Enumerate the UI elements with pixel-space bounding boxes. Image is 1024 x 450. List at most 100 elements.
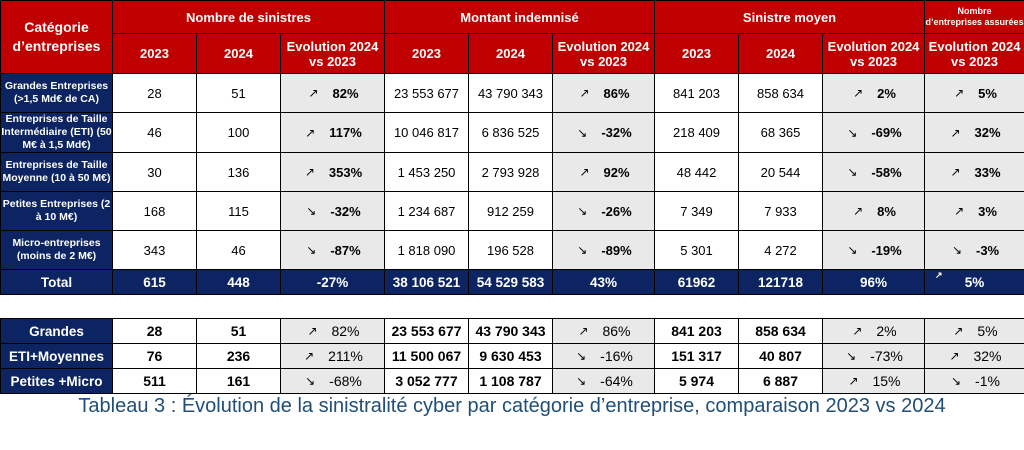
claims-count-header: Nombre de sinistres (112, 0, 385, 34)
trend-arrow-icon: ↗ (304, 349, 315, 363)
summary-row: ETI+Moyennes 76 236 ↗ 211% 11 500 067 9 630 45… (0, 343, 1024, 369)
evolution-cell: ↘ -89% (551, 230, 656, 270)
count-2024-cell: 51 (196, 318, 281, 344)
total-row: Total 615 448 -27% 38 106 521 54 529 583 43% 61… (0, 269, 1024, 295)
evolution-value: 86% (603, 85, 630, 101)
amount-2024-cell: 2 793 928 (468, 152, 553, 192)
amount-2023-cell: 1 818 090 (384, 230, 469, 270)
evolution-cell: ↗ 353% (280, 152, 385, 192)
evolution-value: -68% (329, 373, 362, 389)
evolution-cell: ↗ 92% (551, 152, 656, 192)
evolution-cell: ↗ 2% (822, 73, 926, 113)
amount-2023-cell: 3 052 777 (384, 368, 469, 394)
indemnity-amount-header: Montant indemnisé (383, 0, 656, 34)
trend-arrow-icon: ↗ (307, 324, 318, 338)
evolution-cell: ↘ -64% (552, 368, 655, 394)
trend-arrow-icon: ↘ (951, 374, 962, 388)
evolution-value: -1% (975, 373, 1000, 389)
evolution-value: 86% (602, 323, 631, 339)
category-cell: Micro-entreprises (moins de 2 M€) (0, 230, 113, 270)
evolution-header: Evolution 2024 vs 2023 (551, 33, 656, 74)
amount-2024-cell: 43 790 343 (468, 73, 553, 113)
category-cell: Petites Entreprises (2 à 10 M€) (0, 191, 113, 231)
evolution-cell: ↘ -1% (924, 368, 1024, 394)
trend-arrow-icon: ↘ (577, 243, 588, 257)
trend-arrow-icon: ↗ (305, 125, 316, 140)
evolution-cell: ↗ 5% (924, 318, 1024, 344)
year-2023-header: 2023 (112, 33, 197, 74)
evolution-cell: ↘ -32% (551, 112, 656, 153)
total-avg-2023-cell: 61962 (654, 269, 740, 295)
avg-2023-cell: 841 203 (654, 318, 739, 344)
year-2024-header: 2024 (468, 33, 553, 74)
evolution-cell: ↗ 5% (924, 73, 1024, 113)
total-count-evo-cell: -27% (280, 269, 385, 295)
evolution-cell: ↗ 86% (551, 73, 656, 113)
year-2023-header: 2023 (384, 33, 469, 74)
avg-2023-cell: 48 442 (654, 152, 740, 192)
trend-arrow-icon: ↘ (847, 125, 858, 140)
count-2023-cell: 28 (112, 73, 197, 113)
category-header: Catégorie d’entreprises (0, 0, 113, 74)
trend-arrow-icon: ↘ (576, 374, 587, 388)
evolution-cell: ↗ 82% (280, 318, 385, 344)
evolution-cell: ↗ 82% (280, 73, 385, 113)
avg-2024-cell: 20 544 (738, 152, 824, 192)
claims-table: Catégorie d’entreprises Nombre de sinist… (0, 0, 1024, 295)
total-amount-2023-cell: 38 106 521 (384, 269, 469, 295)
evolution-value: -73% (870, 348, 903, 364)
trend-arrow-icon: ↘ (847, 243, 858, 257)
amount-2024-cell: 43 790 343 (468, 318, 553, 344)
evolution-cell: ↘ -32% (280, 191, 385, 231)
evolution-value: -64% (600, 373, 633, 389)
evolution-value: 32% (974, 125, 1001, 140)
evolution-cell: ↗ 117% (280, 112, 385, 153)
trend-arrow-icon: ↗ (950, 125, 961, 140)
table-row: Entreprises de Taille Moyenne (10 à 50 M… (0, 152, 1024, 192)
evolution-value: 33% (974, 164, 1001, 180)
evolution-value: 3% (978, 203, 997, 219)
total-count-2023-cell: 615 (112, 269, 197, 295)
evolution-value: 82% (331, 323, 360, 339)
trend-arrow-icon: ↘ (847, 165, 858, 179)
evolution-cell: ↘ -19% (822, 230, 926, 270)
trend-arrow-icon: ↘ (577, 204, 588, 218)
trend-arrow-icon: ↗ (579, 86, 590, 100)
amount-2023-cell: 11 500 067 (384, 343, 469, 369)
evolution-cell: ↗ 8% (822, 191, 926, 231)
evolution-value: -26% (601, 203, 632, 219)
evolution-value: 92% (603, 164, 630, 180)
trend-arrow-icon: ↘ (846, 349, 857, 363)
amount-2024-cell: 1 108 787 (468, 368, 553, 394)
trend-arrow-icon: ↗ (852, 324, 863, 338)
evolution-cell: ↗ 86% (552, 318, 655, 344)
amount-2023-cell: 23 553 677 (384, 318, 469, 344)
trend-arrow-icon: ↗ (853, 86, 864, 100)
evolution-value: 82% (332, 85, 359, 101)
evolution-cell: ↘ -68% (280, 368, 385, 394)
total-insured-evo-cell: ↗ 5% (924, 269, 1024, 295)
evolution-cell: ↗ 2% (822, 318, 925, 344)
evolution-value: 211% (328, 348, 363, 364)
amount-2023-cell: 23 553 677 (384, 73, 469, 113)
table-caption: Tableau 3 : Évolution de la sinistralité… (78, 395, 946, 417)
trend-arrow-icon: ↘ (951, 243, 963, 257)
evolution-value: 5% (978, 85, 997, 101)
evolution-value: -87% (330, 242, 361, 258)
amount-2023-cell: 1 234 687 (384, 191, 469, 231)
evolution-value: -19% (871, 242, 902, 258)
trend-arrow-icon: ↗ (954, 86, 965, 100)
avg-2023-cell: 7 349 (654, 191, 740, 231)
insured-companies-header: Nombre d’entreprises assurées (924, 0, 1024, 34)
count-2023-cell: 30 (112, 152, 197, 192)
avg-2024-cell: 858 634 (738, 73, 824, 113)
category-cell: Entreprises de Taille Moyenne (10 à 50 M… (0, 152, 113, 192)
trend-arrow-icon: ↗ (953, 324, 964, 338)
trend-arrow-icon: ↗ (954, 204, 965, 218)
table-row: Micro-entreprises (moins de 2 M€) 343 46 ↘ -… (0, 230, 1024, 270)
count-2023-cell: 511 (112, 368, 197, 394)
evolution-value: -58% (871, 164, 902, 180)
avg-2023-cell: 218 409 (654, 112, 740, 153)
avg-2023-cell: 151 317 (654, 343, 739, 369)
evolution-value: -16% (600, 348, 633, 364)
